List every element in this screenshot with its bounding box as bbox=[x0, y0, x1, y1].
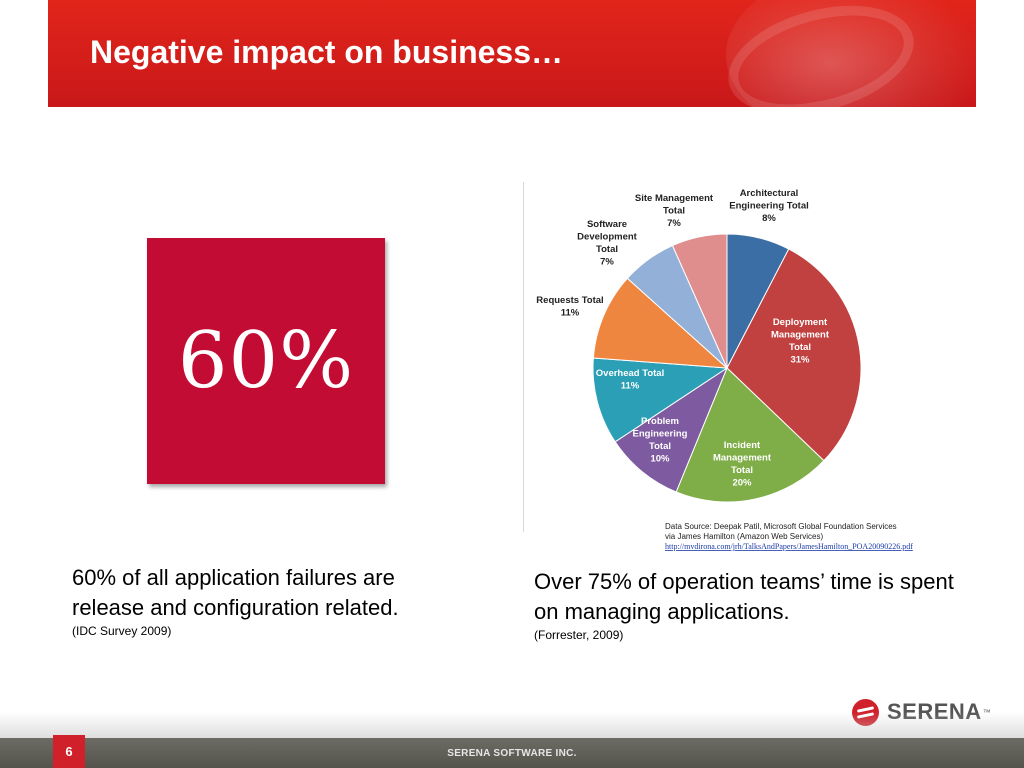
chart-source-line1: Data Source: Deepak Patil, Microsoft Glo… bbox=[665, 522, 897, 531]
page-number: 6 bbox=[53, 735, 85, 768]
pie-label-2: Deployment Management Total 31% bbox=[771, 317, 830, 366]
pie-chart-area: Architectural Engineering Total 8% Deployme… bbox=[530, 182, 1000, 562]
left-caption-text: 60% of all application failures are rele… bbox=[72, 565, 399, 620]
left-caption-source: (IDC Survey 2009) bbox=[72, 624, 172, 638]
pie-chart: Architectural Engineering Total 8% Deployme… bbox=[536, 188, 913, 551]
banner-swirl-decoration bbox=[726, 0, 976, 107]
chart-source-link[interactable]: http://mvdirona.com/jrh/TalksAndPapers/J… bbox=[665, 542, 913, 551]
pie-label-1: Architectural Engineering Total 8% bbox=[729, 188, 809, 224]
footer-fade bbox=[0, 712, 1024, 738]
pie-slice-3 bbox=[675, 367, 825, 503]
slide-title: Negative impact on business… bbox=[90, 34, 564, 70]
pie-slice-8 bbox=[671, 233, 728, 369]
stat-box: 60% bbox=[147, 238, 385, 484]
pie-slice-2 bbox=[726, 248, 862, 462]
left-caption: 60% of all application failures are rele… bbox=[72, 563, 472, 639]
pie-slice-4 bbox=[614, 366, 729, 493]
pie-label-6: Requests Total 11% bbox=[536, 295, 603, 319]
right-caption-source: (Forrester, 2009) bbox=[534, 628, 624, 642]
footer-company: SERENA SOFTWARE INC. bbox=[447, 748, 577, 759]
pie-label-7: Software Development Total 7% bbox=[577, 219, 637, 268]
pie-label-8: Site Management Total 7% bbox=[635, 193, 714, 229]
chart-source-line2: via James Hamilton (Amazon Web Services) bbox=[665, 532, 823, 541]
right-caption: Over 75% of operation teams’ time is spe… bbox=[534, 567, 974, 643]
column-divider bbox=[523, 182, 524, 532]
stat-value: 60% bbox=[177, 316, 355, 406]
footer-bar bbox=[0, 738, 1024, 768]
pie-label-5: Overhead Total 11% bbox=[596, 368, 664, 392]
pie-slice-5 bbox=[592, 357, 729, 443]
right-caption-text: Over 75% of operation teams’ time is spe… bbox=[534, 569, 954, 624]
pie-label-3: Incident Management Total 20% bbox=[713, 440, 772, 489]
pie-slice-6 bbox=[592, 277, 729, 369]
title-banner: Negative impact on business… bbox=[48, 0, 976, 107]
pie-label-4: Problem Engineering Total 10% bbox=[633, 416, 688, 465]
